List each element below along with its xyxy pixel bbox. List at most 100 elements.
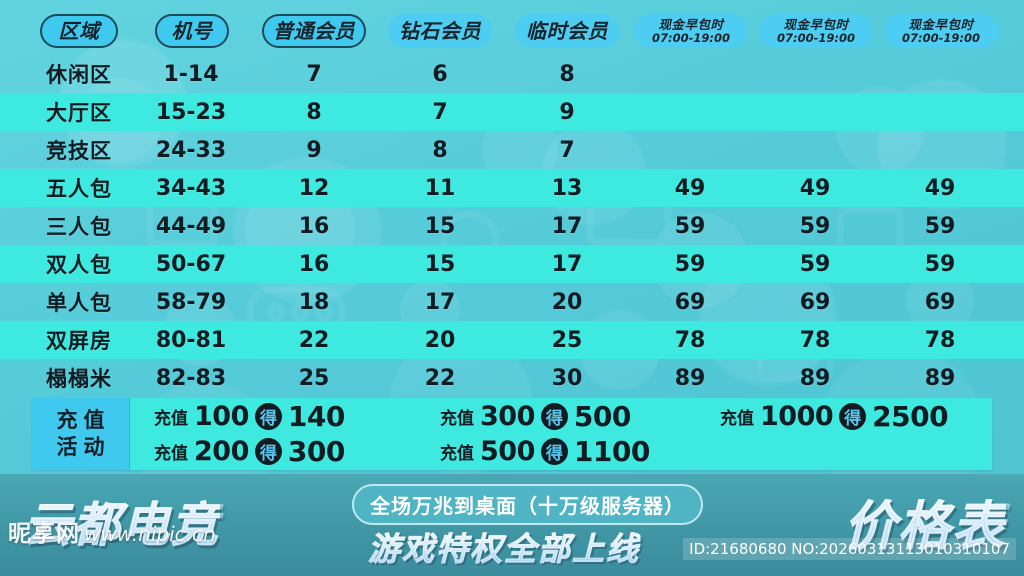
site-watermark-url: www.nipic.cn xyxy=(84,522,216,546)
get-badge-icon: 得 xyxy=(254,438,282,465)
recharge-get-amount: 1100 xyxy=(573,435,650,468)
table-cell-value: 59 xyxy=(799,213,831,239)
recharge-promotion-band: 充值 活动 充值 100 得 140 充值 200 得 300 充值 300 得 500 充值 500 得 1… xyxy=(32,398,992,470)
table-cell-zone: 五人包 xyxy=(46,177,112,201)
table-cell-value: 20 xyxy=(551,289,583,315)
table-row: 双人包 50-67 16 15 17 59 59 59 xyxy=(0,245,1024,283)
recharge-item: 充值 100 得 140 xyxy=(154,400,345,433)
table-cell-value: 8 xyxy=(432,137,448,163)
price-table: 休闲区 1-14 7 6 8 大厅区 15-23 8 7 9 竞技区 24-33 9 8 7 五人包 34-43… xyxy=(0,55,1024,397)
table-cell-value: 15-23 xyxy=(155,99,227,125)
table-cell-zone: 单人包 xyxy=(46,291,112,315)
table-cell-value: 49 xyxy=(799,175,831,201)
table-cell-zone: 榻榻米 xyxy=(46,367,112,391)
table-row: 三人包 44-49 16 15 17 59 59 59 xyxy=(0,207,1024,245)
table-cell-value: 11 xyxy=(424,175,456,201)
table-cell-value: 80-81 xyxy=(155,327,227,353)
recharge-label-box: 充值 活动 xyxy=(32,398,130,470)
recharge-amount: 500 xyxy=(480,436,535,467)
table-cell-value: 78 xyxy=(674,327,706,353)
table-cell-value: 22 xyxy=(424,365,456,391)
table-cell-value: 8 xyxy=(559,61,575,87)
table-row: 五人包 34-43 12 11 13 49 49 49 xyxy=(0,169,1024,207)
recharge-amount: 100 xyxy=(194,401,249,432)
table-cell-value: 89 xyxy=(924,365,956,391)
recharge-get-amount: 500 xyxy=(573,400,631,433)
table-cell-zone: 竞技区 xyxy=(46,139,112,163)
header-pill-temp-member[interactable]: 临时会员 xyxy=(515,14,619,48)
get-badge-icon: 得 xyxy=(540,438,568,465)
table-cell-zone: 三人包 xyxy=(46,215,112,239)
network-feature-pill: 全场万兆到桌面（十万级服务器） xyxy=(352,484,703,525)
table-cell-value: 20 xyxy=(424,327,456,353)
recharge-item: 充值 500 得 1100 xyxy=(440,435,650,468)
header-pill-cash-morning-1[interactable]: 现金早包时 07:00-19:00 xyxy=(634,14,748,48)
table-cell-value: 25 xyxy=(298,365,330,391)
table-cell-value: 7 xyxy=(432,99,448,125)
get-badge-icon: 得 xyxy=(540,403,568,430)
header-sublabel: 07:00-19:00 xyxy=(902,30,980,45)
table-cell-value: 7 xyxy=(306,61,322,87)
header-label: 现金早包时 xyxy=(783,16,849,32)
table-cell-value: 1-14 xyxy=(163,61,219,87)
table-cell-value: 16 xyxy=(298,213,330,239)
table-cell-value: 6 xyxy=(432,61,448,87)
table-cell-value: 22 xyxy=(298,327,330,353)
table-cell-value: 17 xyxy=(424,289,456,315)
recharge-get-amount: 140 xyxy=(287,400,345,433)
table-cell-value: 50-67 xyxy=(155,251,227,277)
recharge-label-line1: 充值 xyxy=(56,408,111,433)
header-pill-normal-member[interactable]: 普通会员 xyxy=(262,14,366,48)
table-cell-value: 59 xyxy=(799,251,831,277)
image-id-watermark: ID:21680680 NO:20260313113010310107 xyxy=(683,538,1016,560)
table-cell-value: 17 xyxy=(551,251,583,277)
table-cell-zone: 双屏房 xyxy=(46,329,112,353)
recharge-amount: 200 xyxy=(194,436,249,467)
table-row: 单人包 58-79 18 17 20 69 69 69 xyxy=(0,283,1024,321)
table-cell-value: 9 xyxy=(306,137,322,163)
table-cell-value: 59 xyxy=(924,251,956,277)
table-row: 双屏房 80-81 22 20 25 78 78 78 xyxy=(0,321,1024,359)
get-badge-icon: 得 xyxy=(839,403,867,430)
table-cell-value: 17 xyxy=(551,213,583,239)
table-cell-value: 78 xyxy=(799,327,831,353)
table-cell-value: 69 xyxy=(799,289,831,315)
table-cell-value: 15 xyxy=(424,213,456,239)
recharge-items: 充值 100 得 140 充值 200 得 300 充值 300 得 500 充值 500 得 1100 充值 1… xyxy=(130,398,992,470)
recharge-get-amount: 300 xyxy=(287,435,345,468)
table-cell-value: 89 xyxy=(674,365,706,391)
header-label: 临时会员 xyxy=(526,18,608,43)
recharge-item: 充值 200 得 300 xyxy=(154,435,345,468)
table-cell-value: 13 xyxy=(551,175,583,201)
site-watermark-cn: 昵享网 xyxy=(8,521,80,547)
header-pill-zone[interactable]: 区域 xyxy=(40,14,118,48)
table-cell-value: 9 xyxy=(559,99,575,125)
header-pill-cash-morning-3[interactable]: 现金早包时 07:00-19:00 xyxy=(884,14,998,48)
site-watermark: 昵享网 www.nipic.cn xyxy=(8,514,216,548)
table-cell-value: 82-83 xyxy=(155,365,227,391)
table-cell-value: 59 xyxy=(924,213,956,239)
recharge-prefix: 充值 xyxy=(154,409,188,429)
recharge-prefix: 充值 xyxy=(154,444,188,464)
header-pill-machine-no[interactable]: 机号 xyxy=(155,14,229,48)
recharge-amount: 300 xyxy=(480,401,535,432)
header-label: 普通会员 xyxy=(273,18,355,43)
table-cell-value: 49 xyxy=(674,175,706,201)
table-cell-value: 59 xyxy=(674,213,706,239)
recharge-prefix: 充值 xyxy=(440,444,474,464)
header-pill-diamond-member[interactable]: 钻石会员 xyxy=(388,14,492,48)
table-cell-value: 24-33 xyxy=(155,137,227,163)
recharge-get-amount: 2500 xyxy=(872,400,949,433)
header-label: 现金早包时 xyxy=(658,16,724,32)
recharge-amount: 1000 xyxy=(760,401,834,432)
header-sublabel: 07:00-19:00 xyxy=(652,30,730,45)
table-cell-value: 59 xyxy=(674,251,706,277)
recharge-prefix: 充值 xyxy=(440,409,474,429)
table-cell-value: 30 xyxy=(551,365,583,391)
price-list-title: 价格表 xyxy=(843,484,1006,559)
table-cell-zone: 双人包 xyxy=(46,253,112,277)
table-row: 竞技区 24-33 9 8 7 xyxy=(0,131,1024,169)
header-pill-cash-morning-2[interactable]: 现金早包时 07:00-19:00 xyxy=(759,14,873,48)
table-row: 大厅区 15-23 8 7 9 xyxy=(0,93,1024,131)
table-row: 榻榻米 82-83 25 22 30 89 89 89 xyxy=(0,359,1024,397)
